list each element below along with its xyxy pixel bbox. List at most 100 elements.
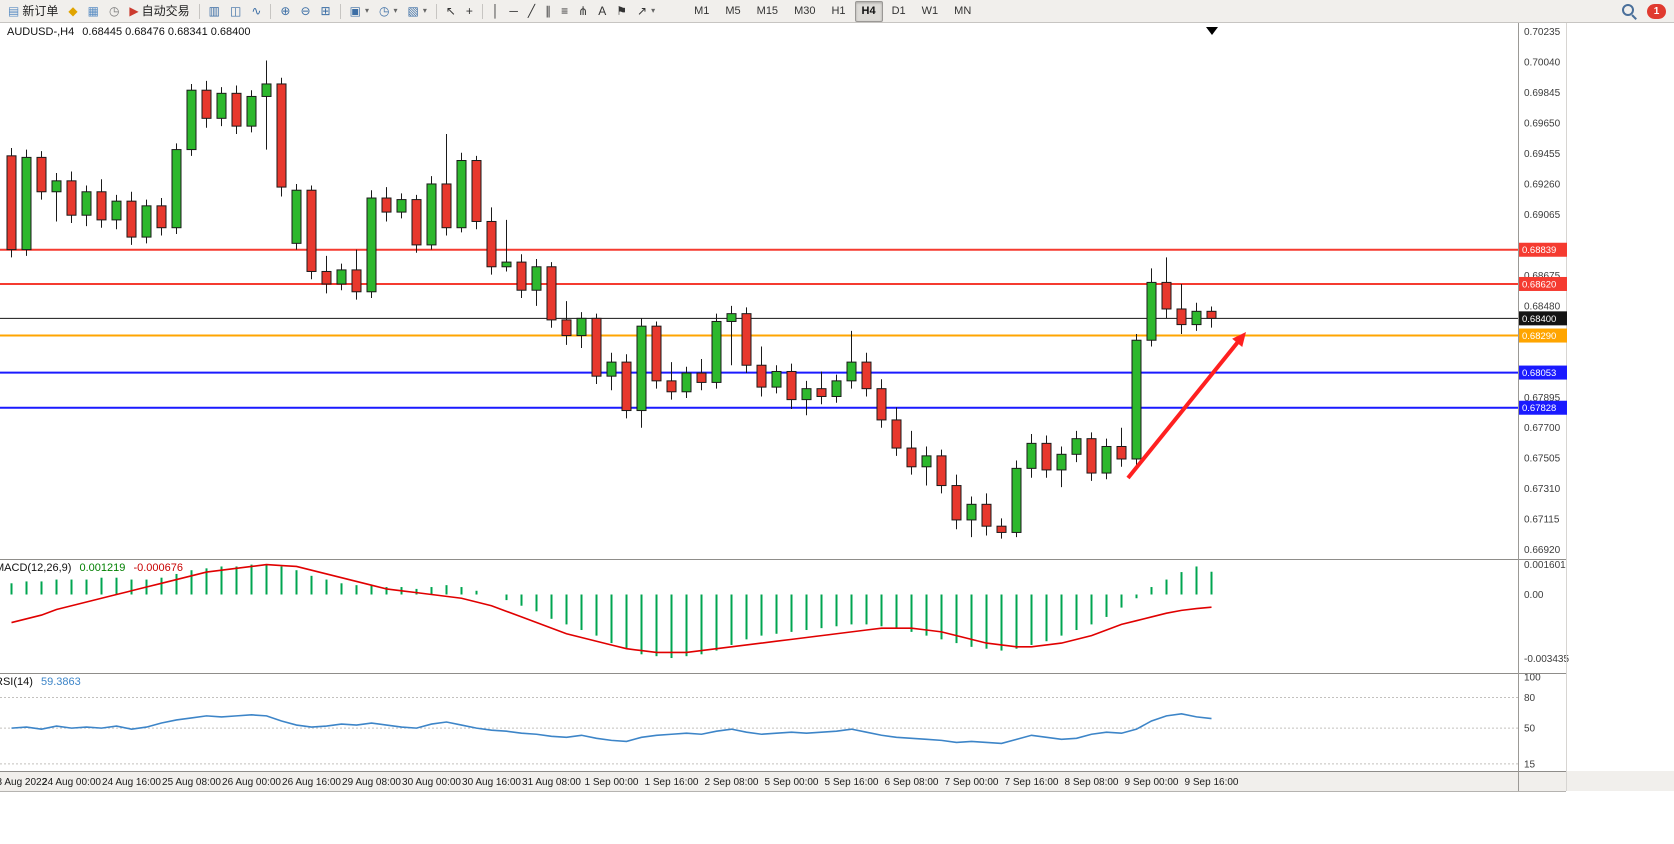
timeframe-button-d1[interactable]: D1: [891, 5, 906, 17]
candle: [831, 374, 842, 403]
candle-body: [6, 155, 17, 251]
trend-arrow-shaft[interactable]: [1126, 336, 1244, 480]
candle-body: [921, 455, 932, 468]
candle: [1176, 283, 1187, 334]
rsi-scale-label: 100: [1524, 673, 1541, 684]
pitchfork-icon: ⋔: [578, 4, 589, 18]
candle: [1116, 427, 1127, 467]
periods-button[interactable]: ◷ ▾: [375, 1, 402, 22]
time-axis-label: 7 Sep 16:00: [1005, 777, 1059, 788]
candle: [771, 365, 782, 394]
candle-body: [126, 200, 137, 238]
line-chart-button[interactable]: ∿: [247, 1, 265, 22]
toolbar-separator: [198, 3, 200, 19]
candle: [561, 301, 572, 345]
channel-icon: ∥: [545, 4, 552, 18]
history-center-button[interactable]: ◷: [105, 1, 123, 22]
time-axis-label: 2 Sep 08:00: [705, 777, 759, 788]
candle-body: [21, 156, 32, 251]
chart-plot-area[interactable]: [0, 23, 1518, 771]
autotrading-button[interactable]: ▶ 自动交易: [125, 1, 193, 22]
macd-scale-label: 0.001601: [1524, 560, 1566, 571]
timeframe-button-w1[interactable]: W1: [921, 5, 939, 17]
timeframe-group: M1 M5 M15 M30 H1 H4 D1 W1 MN: [686, 0, 979, 22]
candle: [606, 352, 617, 391]
time-axis-label: 24 Aug 00:00: [42, 777, 101, 788]
time-axis-label: 26 Aug 00:00: [222, 777, 281, 788]
rsi-value: 59.3863: [40, 676, 81, 688]
data-window-button[interactable]: ▦: [84, 1, 103, 22]
timeframe-button-m30[interactable]: M30: [794, 5, 816, 17]
bar-chart-button[interactable]: ▥: [205, 1, 224, 22]
candle-body: [636, 325, 647, 412]
indicators-button[interactable]: ◆: [64, 1, 81, 22]
timeframe-button-h1[interactable]: H1: [831, 5, 846, 17]
macd-main-value: 0.001219: [79, 562, 126, 574]
pitchfork-button[interactable]: ⋔: [574, 1, 592, 22]
timeframe-button-m5[interactable]: M5: [725, 5, 741, 17]
time-axis-label: 8 Sep 08:00: [1065, 777, 1119, 788]
grid-button[interactable]: ⊞: [317, 1, 335, 22]
candle: [216, 87, 227, 127]
candle-body: [171, 149, 182, 229]
tile-windows-button[interactable]: ▣ ▾: [346, 1, 373, 22]
candle-body: [576, 317, 587, 337]
time-axis-label: 9 Sep 00:00: [1125, 777, 1179, 788]
fibonacci-icon: ≡: [561, 4, 569, 18]
candle-body: [1011, 467, 1022, 533]
zoom-out-button[interactable]: ⊖: [296, 1, 314, 22]
price-tick-label: 0.67700: [1524, 423, 1561, 434]
time-axis-label: 5 Sep 00:00: [765, 777, 819, 788]
candlestick-chart-icon: ◫: [230, 4, 242, 18]
flag-icon: ⚑: [616, 4, 628, 18]
label-button[interactable]: ⚑: [612, 1, 631, 22]
crosshair-button[interactable]: +: [462, 1, 477, 22]
new-order-button[interactable]: ▤ 新订单: [4, 1, 62, 22]
candle-body: [516, 261, 527, 291]
zoom-in-button[interactable]: ⊕: [276, 1, 294, 22]
candle-body: [276, 83, 287, 188]
trend-arrow-head[interactable]: [1232, 332, 1246, 347]
templates-button[interactable]: ▧ ▾: [403, 1, 430, 22]
cursor-button[interactable]: ↖: [442, 1, 460, 22]
candle: [576, 312, 587, 349]
candlestick-chart-button[interactable]: ◫: [226, 1, 245, 22]
candle: [1131, 333, 1142, 466]
candle: [861, 352, 872, 397]
timeframe-button-m1[interactable]: M1: [694, 5, 710, 17]
vertical-line-button[interactable]: │: [488, 1, 504, 22]
candle-body: [711, 320, 722, 383]
time-axis-label: 7 Sep 00:00: [945, 777, 999, 788]
trendline-button[interactable]: ╱: [524, 1, 539, 22]
candle: [411, 194, 422, 253]
channel-button[interactable]: ∥: [541, 1, 555, 22]
price-badge-value: 0.67828: [1522, 403, 1556, 414]
shapes-button[interactable]: ↗ ▾: [633, 1, 659, 22]
time-axis-label: 9 Sep 16:00: [1185, 777, 1239, 788]
candle-body: [756, 364, 767, 388]
candle: [1011, 460, 1022, 538]
candle: [36, 151, 47, 200]
timeframe-button-m15[interactable]: M15: [756, 5, 779, 17]
candle: [456, 152, 467, 233]
zoom-out-icon: ⊖: [300, 4, 311, 18]
price-tick-label: 0.67895: [1524, 393, 1561, 404]
zoom-in-icon: ⊕: [280, 4, 291, 18]
data-window-icon: ▦: [87, 4, 99, 18]
search-icon-handle: [1631, 14, 1637, 20]
horizontal-line-button[interactable]: ─: [505, 1, 522, 22]
search-icon[interactable]: [1621, 3, 1637, 20]
candle-body: [906, 447, 917, 468]
candle-body: [1161, 281, 1172, 310]
candle-body: [546, 266, 557, 321]
notification-badge[interactable]: 1: [1647, 3, 1666, 19]
fibonacci-button[interactable]: ≡: [557, 1, 572, 22]
timeframe-button-h4[interactable]: H4: [854, 0, 883, 22]
candle-body: [966, 503, 977, 521]
candle-body: [186, 89, 197, 151]
text-button[interactable]: A: [594, 1, 610, 22]
candle: [726, 305, 737, 366]
timeframe-button-mn[interactable]: MN: [954, 5, 972, 17]
toolbar-separator: [339, 3, 341, 19]
candle-body: [36, 156, 47, 193]
